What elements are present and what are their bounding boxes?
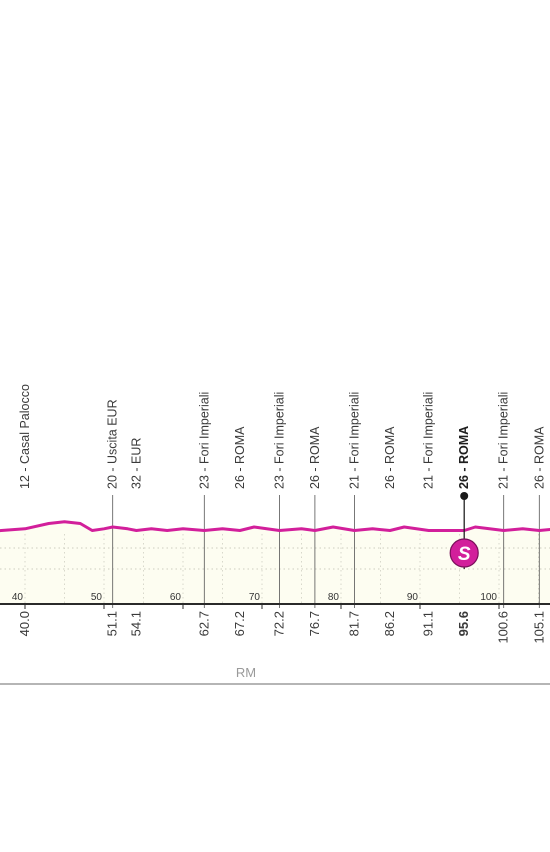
km-label: 67.2 bbox=[232, 611, 247, 636]
x-tick-label: 60 bbox=[170, 592, 182, 603]
profile-line bbox=[0, 520, 550, 533]
x-tick-label: 100 bbox=[480, 592, 497, 603]
km-label: 40.0 bbox=[17, 611, 32, 636]
sprint-icon-letter: S bbox=[458, 544, 471, 565]
waypoint-label-layer: 12 - Casal Palocco 20 - Uscita EUR 32 - EU… bbox=[18, 384, 546, 489]
waypoint-label: 21 - Fori Imperiali bbox=[347, 392, 361, 489]
km-label: 54.1 bbox=[128, 611, 143, 636]
grid-layer bbox=[0, 534, 550, 604]
sprint-marker-dot bbox=[460, 492, 469, 500]
km-label: 76.7 bbox=[307, 611, 322, 636]
waypoint-label: 23 - Fori Imperiali bbox=[197, 392, 211, 489]
km-label: 86.2 bbox=[382, 611, 397, 636]
profile-line-layer bbox=[0, 520, 550, 533]
waypoint-label: 21 - Fori Imperiali bbox=[422, 392, 436, 489]
km-label: 95.6 bbox=[456, 611, 471, 636]
km-label: 62.7 bbox=[196, 611, 211, 636]
sprint-badge: S bbox=[449, 492, 479, 569]
leader-line-layer bbox=[112, 495, 540, 608]
region-label: RM bbox=[236, 665, 256, 680]
waypoint-label: 20 - Uscita EUR bbox=[106, 399, 120, 489]
waypoint-label: 21 - Fori Imperiali bbox=[497, 392, 511, 489]
waypoint-label: 32 - EUR bbox=[129, 438, 143, 489]
profile-area-fill bbox=[0, 521, 550, 604]
waypoint-label: 26 - ROMA bbox=[383, 426, 397, 489]
waypoint-label: 26 - ROMA bbox=[308, 426, 322, 489]
km-label-layer: 40.0 51.1 54.1 62.7 67.2 72.2 76.7 81.7 86.2 91.1… bbox=[17, 611, 546, 644]
km-label: 81.7 bbox=[346, 611, 361, 636]
x-tick-label: 90 bbox=[407, 592, 419, 603]
x-tick-label: 80 bbox=[328, 592, 340, 603]
waypoint-label: 26 - ROMA bbox=[532, 426, 546, 489]
waypoint-label: 12 - Casal Palocco bbox=[18, 384, 32, 489]
km-label: 72.2 bbox=[271, 611, 286, 636]
km-label: 51.1 bbox=[105, 611, 120, 636]
km-label: 91.1 bbox=[421, 611, 436, 636]
profile-area-layer bbox=[0, 521, 550, 604]
km-label: 105.1 bbox=[531, 611, 546, 644]
x-tick-label: 50 bbox=[91, 592, 103, 603]
x-tick-label: 70 bbox=[249, 592, 261, 603]
km-label: 100.6 bbox=[496, 611, 511, 644]
waypoint-label: 26 - ROMA bbox=[457, 426, 471, 489]
x-tick-label: 40 bbox=[12, 592, 24, 603]
x-axis: 40 50 60 70 80 90 100 bbox=[0, 592, 550, 609]
waypoint-label: 23 - Fori Imperiali bbox=[272, 392, 286, 489]
waypoint-label: 26 - ROMA bbox=[233, 426, 247, 489]
sprint-icon bbox=[449, 538, 479, 568]
